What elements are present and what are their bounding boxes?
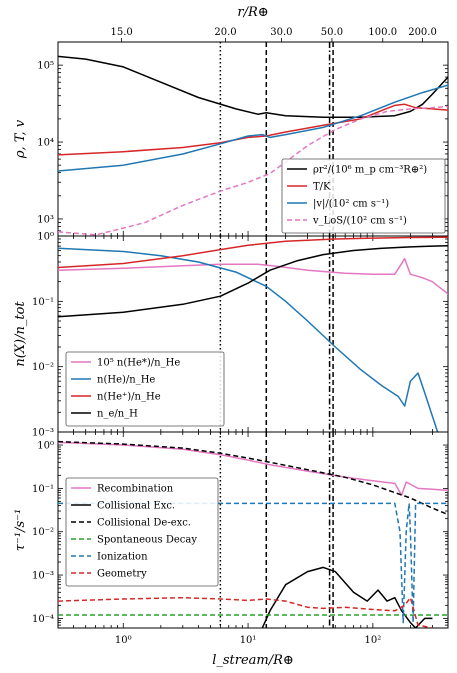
legend-label: T/K <box>313 182 331 193</box>
y-tick-label: 10⁻³ <box>32 571 54 582</box>
series-line-bottom-1 <box>261 566 433 628</box>
legend-label: n_e/n_H <box>97 409 138 420</box>
top-tick-label: 30.0 <box>270 27 292 38</box>
middle-panel-ylabel: n(X)/n_tot <box>13 301 28 367</box>
legend-box <box>281 158 446 234</box>
top-tick-label: 50.0 <box>321 27 343 38</box>
y-tick-label: 10⁻¹ <box>32 297 54 308</box>
legend-box <box>65 351 225 427</box>
top-panel-ylabel: ρ, T, v <box>13 119 28 159</box>
legend-label: v_LoS/(10² cm s⁻¹) <box>312 216 407 227</box>
legend-label: Recombination <box>97 484 174 495</box>
series-line-middle-2 <box>58 236 448 269</box>
legend-top: ρr²/(10⁶ m_p cm⁻³R⊕²) T/K |v|/(10² cm s⁻¹)… <box>281 158 446 234</box>
series-line-top-2 <box>58 84 448 172</box>
series-line-middle-3 <box>58 244 448 318</box>
y-tick-label: 10³ <box>37 214 54 225</box>
bottom-axis-label: l_stream/R⊕ <box>212 653 294 668</box>
legend-label: 10⁵ n(He*)/n_He <box>97 358 180 369</box>
x-tick-label: 10⁰ <box>115 635 132 646</box>
plot-area-middle <box>58 236 448 432</box>
y-tick-label: 10⁵ <box>37 61 54 72</box>
x-tick-label: 10² <box>364 635 381 646</box>
panel-middle: 10⁻³ 10⁻² 10⁻¹ 10⁰ 10⁵ n(He*)/n_He n(He)/n_He… <box>32 232 449 439</box>
top-tick-label: 20.0 <box>214 27 236 38</box>
bottom-panel-ylabel: τ⁻¹/s⁻¹ <box>13 509 28 551</box>
legend-middle: 10⁵ n(He*)/n_He n(He)/n_He n(He⁺)/n_He n_e/… <box>65 351 225 427</box>
series-line-bottom-5 <box>58 596 433 628</box>
legend-label: |v|/(10² cm s⁻¹) <box>313 199 389 210</box>
y-tick-label: 10⁻² <box>32 362 54 373</box>
series-line-middle-0 <box>58 257 448 295</box>
panel-top: 10³ 10⁴ 10⁵ 15.0 20.0 30.0 50.0 100.0 200.0 ρr²/(… <box>37 27 449 237</box>
y-tick-label: 10⁻² <box>32 527 54 538</box>
panel-frame-bottom <box>57 431 449 629</box>
y-tick-label: 10⁻⁴ <box>32 614 54 625</box>
legend-label: n(He)/n_He <box>97 375 155 386</box>
legend-label: Geometry <box>97 569 147 580</box>
legend-bottom: Recombination Collisional Exc. Collisional… <box>65 477 219 587</box>
legend-label: Ionization <box>97 552 148 563</box>
y-tick-label: 10⁴ <box>37 138 54 149</box>
y-tick-label: 10⁰ <box>37 441 54 452</box>
y-tick-label: 10⁰ <box>37 232 54 243</box>
x-tick-label: 10¹ <box>240 635 257 646</box>
legend-label: Spontaneous Decay <box>97 535 197 546</box>
top-axis-label: r/R⊕ <box>237 5 268 20</box>
legend-label: n(He⁺)/n_He <box>97 392 161 403</box>
plot-area-bottom <box>58 432 448 628</box>
series-line-top-3 <box>58 105 448 236</box>
series-line-bottom-2 <box>58 440 448 516</box>
y-tick-label: 10⁻¹ <box>32 484 54 495</box>
series-line-top-1 <box>58 103 448 156</box>
panel-bottom: 10⁻⁴ 10⁻³ 10⁻² 10⁻¹ 10⁰ 10⁰ 10¹ 10² Recombinatio… <box>32 431 449 646</box>
legend-label: ρr²/(10⁶ m_p cm⁻³R⊕²) <box>313 165 427 176</box>
series-line-middle-1 <box>58 247 439 432</box>
plot-area-top <box>58 42 448 236</box>
legend-label: Collisional Exc. <box>97 501 175 512</box>
legend-label: Collisional De-exc. <box>97 518 191 529</box>
series-line-bottom-4 <box>58 502 448 624</box>
legend-box <box>65 477 219 587</box>
top-tick-label: 15.0 <box>110 27 132 38</box>
y-tick-label: 10⁻³ <box>32 428 54 439</box>
top-tick-label: 200.0 <box>408 27 437 38</box>
top-tick-label: 100.0 <box>368 27 397 38</box>
